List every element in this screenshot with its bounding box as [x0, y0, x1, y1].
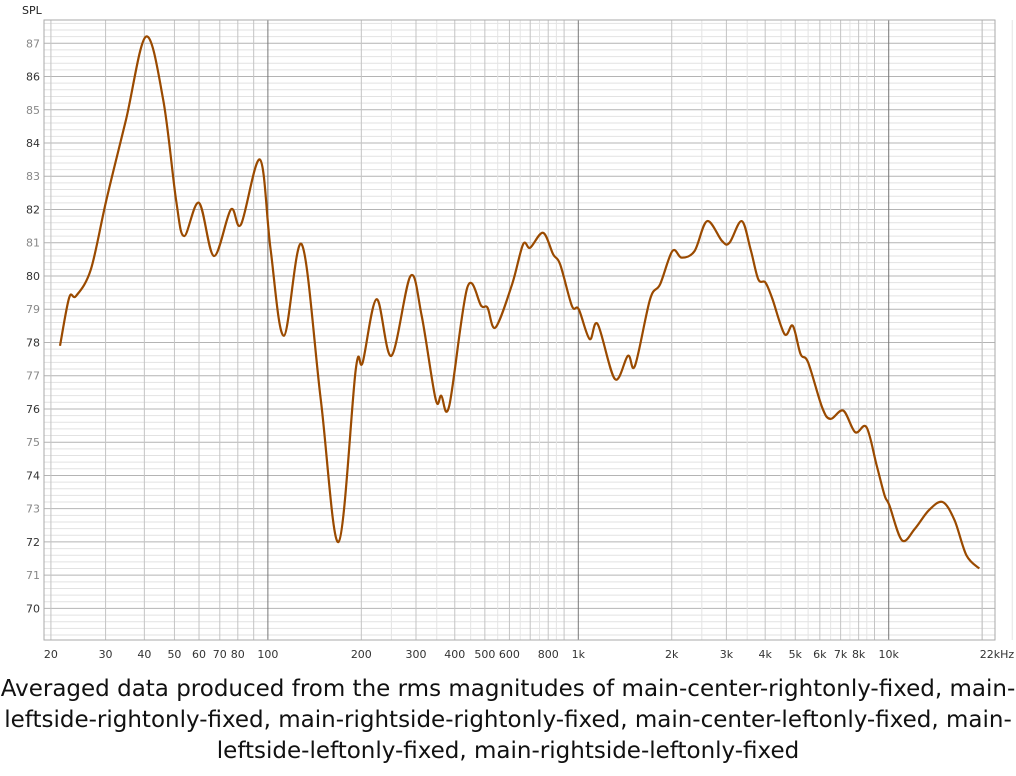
frequency-response-chart: SPL 70 71 72 73 74 75 76 77 78 79 80 81 82 83 84 85 86 87…	[22, 4, 1015, 661]
x-tick-label: 1k	[572, 648, 586, 661]
y-tick-label: 77	[26, 370, 40, 383]
y-tick-label: 74	[26, 469, 40, 482]
y-tick-label: 81	[26, 237, 40, 250]
x-tick-label: 70	[213, 648, 227, 661]
x-tick-label: 7k	[834, 648, 848, 661]
y-tick-label: 70	[26, 602, 40, 615]
y-tick-label: 85	[26, 104, 40, 117]
x-tick-label: 100	[257, 648, 278, 661]
x-tick-label: 5k	[789, 648, 803, 661]
x-tick-label: 6k	[813, 648, 827, 661]
x-tick-label: 2k	[665, 648, 679, 661]
y-tick-label: 75	[26, 436, 40, 449]
x-tick-label: 800	[538, 648, 559, 661]
y-tick-label: 71	[26, 569, 40, 582]
x-tick-label: 60	[192, 648, 206, 661]
y-tick-label: 80	[26, 270, 40, 283]
y-tick-label: 82	[26, 203, 40, 216]
y-tick-label: 79	[26, 303, 40, 316]
x-tick-label: 8k	[852, 648, 866, 661]
x-tick-label: 300	[405, 648, 426, 661]
y-tick-label: 84	[26, 137, 40, 150]
chart-caption: Averaged data produced from the rms magn…	[0, 676, 1016, 764]
y-tick-label: 73	[26, 503, 40, 516]
x-tick-label: 10k	[879, 648, 900, 661]
x-tick-label: 500	[474, 648, 495, 661]
y-tick-label: 83	[26, 170, 40, 183]
y-tick-label: 86	[26, 71, 40, 84]
y-tick-label: 76	[26, 403, 40, 416]
x-tick-label: 400	[444, 648, 465, 661]
y-tick-label: 78	[26, 336, 40, 349]
x-tick-label: 50	[167, 648, 181, 661]
x-tick-label: 200	[351, 648, 372, 661]
series-line	[58, 35, 981, 570]
y-tick-label: 87	[26, 37, 40, 50]
x-tick-label: 600	[499, 648, 520, 661]
x-tick-label: 22kHz	[980, 648, 1015, 661]
x-tick-label: 40	[137, 648, 151, 661]
x-tick-label: 20	[44, 648, 58, 661]
x-tick-label: 3k	[720, 648, 734, 661]
x-tick-label: 4k	[758, 648, 772, 661]
y-tick-label: 72	[26, 536, 40, 549]
x-tick-label: 80	[231, 648, 245, 661]
y-axis-label: SPL	[22, 4, 43, 17]
x-tick-label: 30	[99, 648, 113, 661]
plot-frame	[43, 19, 996, 641]
